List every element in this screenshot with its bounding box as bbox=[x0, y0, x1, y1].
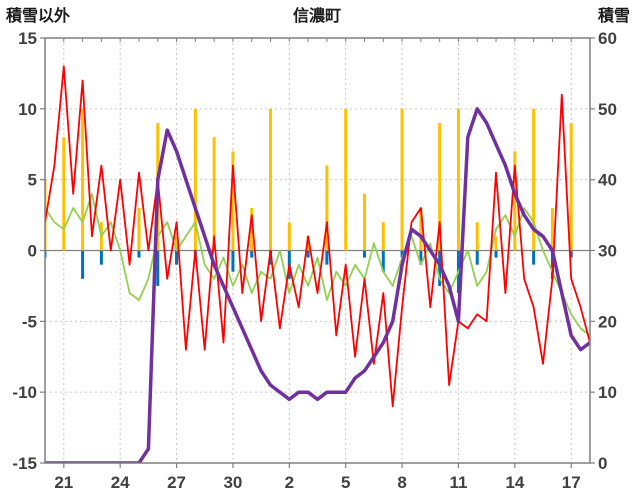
orange-bars bbox=[569, 123, 573, 251]
x-tick-label: 8 bbox=[397, 473, 406, 492]
blue-bars bbox=[137, 250, 141, 258]
orange-bars bbox=[193, 108, 197, 251]
green-line bbox=[45, 192, 590, 337]
blue-bars bbox=[381, 250, 385, 272]
x-tick-label: 5 bbox=[341, 473, 350, 492]
blue-bars bbox=[175, 250, 179, 265]
orange-bars bbox=[250, 208, 254, 251]
right-tick-label: 30 bbox=[598, 241, 617, 260]
orange-bars bbox=[81, 108, 85, 251]
left-tick-label: -5 bbox=[22, 312, 37, 331]
right-tick-label: 10 bbox=[598, 383, 617, 402]
left-axis-title: 積雪以外 bbox=[5, 6, 70, 25]
orange-bars bbox=[550, 208, 554, 251]
right-tick-label: 60 bbox=[598, 29, 617, 48]
blue-bars bbox=[325, 250, 329, 265]
chart-title: 信濃町 bbox=[293, 6, 341, 25]
left-tick-label: -10 bbox=[12, 383, 37, 402]
orange-bars bbox=[287, 222, 291, 251]
orange-bars bbox=[269, 108, 273, 251]
x-tick-label: 14 bbox=[505, 473, 524, 492]
red-line bbox=[45, 65, 590, 408]
right-axis-title: 積雪 bbox=[597, 6, 630, 25]
orange-bars bbox=[175, 236, 179, 251]
blue-bars bbox=[306, 250, 310, 258]
orange-bars bbox=[513, 151, 517, 251]
orange-bars bbox=[344, 108, 348, 251]
chart-generated-content: -15 -10 -5 0 5 10 15 0 10 20 30 40 50 60 21 24 27 30 2 5 8 11… bbox=[12, 29, 617, 492]
x-tick-label: 30 bbox=[223, 473, 242, 492]
orange-bars bbox=[62, 137, 66, 251]
left-tick-label: 0 bbox=[28, 241, 37, 260]
orange-bars bbox=[456, 108, 460, 251]
left-tick-label: 5 bbox=[28, 171, 37, 190]
orange-bars bbox=[381, 222, 385, 251]
blue-bars bbox=[362, 250, 366, 258]
left-tick-label: 15 bbox=[18, 29, 37, 48]
blue-bars bbox=[569, 250, 573, 258]
x-tick-label: 21 bbox=[54, 473, 73, 492]
orange-bars bbox=[137, 208, 141, 251]
orange-bars bbox=[494, 236, 498, 251]
orange-bars bbox=[400, 108, 404, 251]
blue-bars bbox=[494, 250, 498, 258]
orange-bars bbox=[419, 208, 423, 251]
right-tick-label: 20 bbox=[598, 312, 617, 331]
orange-bars bbox=[438, 123, 442, 251]
right-tick-label: 40 bbox=[598, 171, 617, 190]
left-tick-label: 10 bbox=[18, 100, 37, 119]
purple-line bbox=[45, 107, 590, 463]
x-tick-label: 11 bbox=[449, 473, 467, 492]
blue-bars bbox=[250, 250, 254, 258]
x-tick-label: 27 bbox=[167, 473, 186, 492]
orange-bars bbox=[231, 151, 235, 251]
x-tick-label: 17 bbox=[562, 473, 581, 492]
x-tick-label: 2 bbox=[285, 473, 294, 492]
right-tick-label: 0 bbox=[598, 454, 607, 473]
orange-bars bbox=[306, 236, 310, 251]
blue-bars bbox=[400, 250, 404, 258]
blue-bars bbox=[156, 250, 160, 286]
blue-bars bbox=[99, 250, 103, 265]
orange-bars bbox=[212, 137, 216, 251]
left-tick-label: -15 bbox=[12, 454, 37, 473]
orange-bars bbox=[532, 108, 536, 251]
blue-bars bbox=[532, 250, 536, 265]
x-tick-label: 24 bbox=[111, 473, 130, 492]
blue-bars bbox=[419, 250, 423, 265]
orange-bars bbox=[475, 222, 479, 251]
blue-bars bbox=[81, 250, 85, 279]
orange-bars bbox=[325, 165, 329, 251]
blue-bars bbox=[475, 250, 479, 265]
right-tick-label: 50 bbox=[598, 100, 617, 119]
orange-bars bbox=[362, 193, 366, 251]
blue-bars bbox=[231, 250, 235, 272]
data-layer bbox=[45, 65, 590, 463]
